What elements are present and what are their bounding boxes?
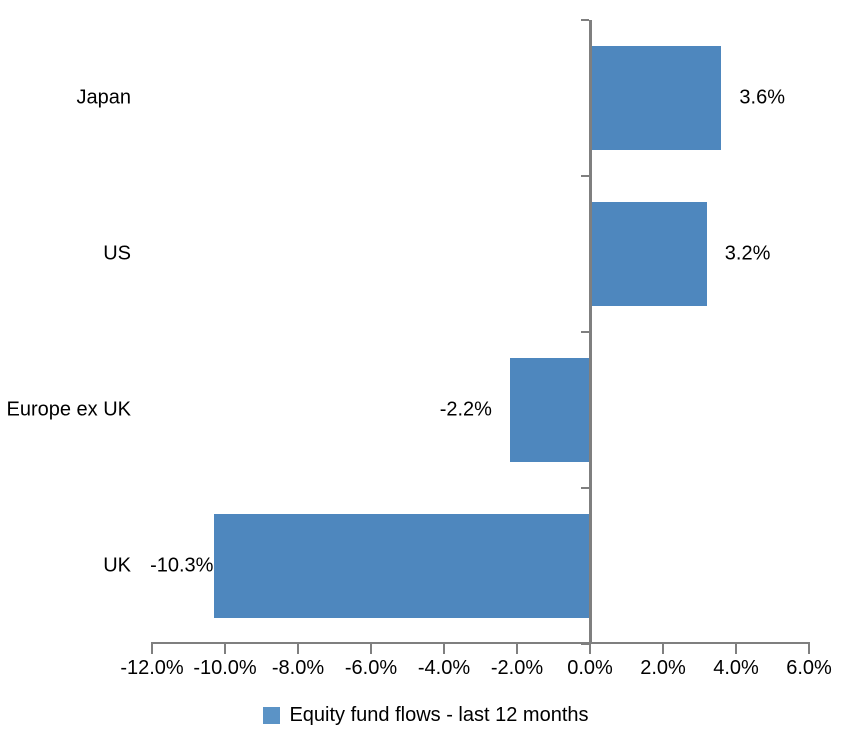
y-tick [581, 331, 589, 333]
x-tick-label: -10.0% [193, 657, 257, 679]
data-label: 3.6% [739, 86, 785, 109]
legend: Equity fund flows - last 12 months [0, 704, 852, 727]
x-tick [297, 642, 299, 654]
x-tick [808, 642, 810, 654]
bar [590, 46, 722, 150]
x-tick-label: -6.0% [344, 657, 398, 679]
legend-marker-icon [263, 707, 281, 724]
bar [214, 514, 590, 618]
category-label: Europe ex UK [6, 398, 131, 421]
legend-label: Equity fund flows - last 12 months [289, 704, 589, 726]
y-tick [581, 19, 589, 21]
data-label: 3.2% [724, 242, 771, 265]
x-tick-label: -8.0% [271, 657, 325, 679]
x-tick-label: 4.0% [713, 657, 759, 679]
category-label: Japan [76, 86, 132, 109]
x-tick [151, 642, 153, 654]
x-tick-label: 0.0% [567, 657, 613, 679]
x-axis-line [152, 642, 810, 644]
x-tick-label: -12.0% [120, 657, 184, 679]
bar [509, 358, 590, 462]
x-tick [370, 642, 372, 654]
x-tick-label: 2.0% [640, 657, 686, 679]
bar [590, 202, 707, 306]
x-tick [224, 642, 226, 654]
x-tick-label: -2.0% [490, 657, 544, 679]
category-label: UK [103, 554, 131, 577]
x-tick-label: -4.0% [417, 657, 471, 679]
y-tick [581, 487, 589, 489]
y-tick [581, 175, 589, 177]
x-tick [516, 642, 518, 654]
x-tick [443, 642, 445, 654]
plot-area: 3.6% 3.2% -2.2% -10.3% [150, 20, 809, 644]
zero-baseline [589, 20, 592, 644]
x-tick [735, 642, 737, 654]
x-tick [589, 642, 591, 654]
data-label: -10.3% [150, 554, 214, 577]
data-label: -2.2% [439, 398, 492, 421]
y-tick [581, 643, 589, 645]
category-label: US [103, 242, 131, 265]
x-tick [662, 642, 664, 654]
x-tick-label: 6.0% [786, 657, 832, 679]
